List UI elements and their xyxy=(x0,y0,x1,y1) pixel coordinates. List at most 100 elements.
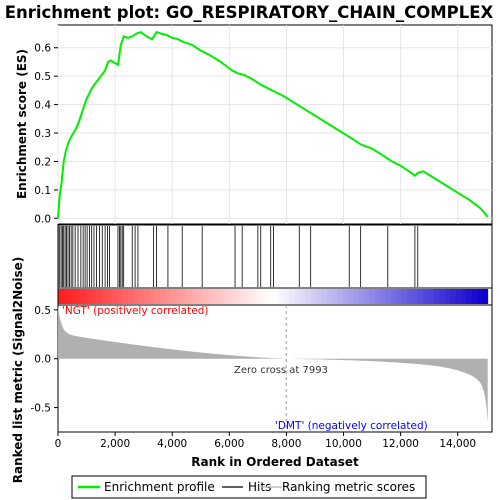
color-bar-segment xyxy=(450,289,456,304)
color-bar-segment xyxy=(251,289,257,304)
color-bar-segment xyxy=(289,289,295,304)
color-bar-segment xyxy=(477,289,483,304)
x-tick-label: 10,000 xyxy=(325,438,362,450)
x-axis-ticks: 0 2,000 4,000 6,000 8,000 10,000 12,000 14,000 xyxy=(55,432,476,450)
color-bar-segment xyxy=(85,289,91,304)
color-bar-segment xyxy=(294,289,300,304)
es-y-ticks: 0.0 0.1 0.2 0.3 0.4 0.5 0.6 xyxy=(34,43,58,226)
color-bar-segment xyxy=(225,289,231,304)
color-bar-segment xyxy=(117,289,123,304)
color-bar-segment xyxy=(482,289,488,304)
color-bar-segment xyxy=(439,289,445,304)
color-bar-segment xyxy=(63,289,69,304)
color-bar-segment xyxy=(375,289,381,304)
color-bar-segment xyxy=(278,289,284,304)
color-bar-segment xyxy=(219,289,225,304)
color-bar-segment xyxy=(112,289,118,304)
legend-es-label: Enrichment profile xyxy=(104,480,215,494)
color-bar-segment xyxy=(176,289,182,304)
color-bar-segment xyxy=(133,289,139,304)
x-tick-label: 12,000 xyxy=(382,438,419,450)
es-panel-frame xyxy=(58,25,492,224)
color-bar-segment xyxy=(332,289,338,304)
es-y-tick-label: 0.5 xyxy=(34,71,51,83)
color-bar-segment xyxy=(455,289,461,304)
color-bar-segment xyxy=(187,289,193,304)
color-bar-segment xyxy=(391,289,397,304)
es-y-tick-label: 0.3 xyxy=(34,128,51,140)
color-bar-segment xyxy=(58,289,64,304)
x-tick-label: 8,000 xyxy=(271,438,301,450)
es-y-axis-label: Enrichment score (ES) xyxy=(15,49,29,199)
color-bar-segment xyxy=(316,289,322,304)
es-y-tick-label: 0.0 xyxy=(34,213,51,225)
color-bar-segment xyxy=(182,289,188,304)
color-bar-segment xyxy=(380,289,386,304)
rank-color-bar xyxy=(58,289,488,304)
color-bar-segment xyxy=(96,289,102,304)
es-y-tick-label: 0.2 xyxy=(34,156,51,168)
color-bar-segment xyxy=(407,289,413,304)
es-y-tick-label: 0.6 xyxy=(34,43,51,55)
color-bar-segment xyxy=(284,289,290,304)
color-bar-segment xyxy=(79,289,85,304)
color-bar-segment xyxy=(364,289,370,304)
color-bar-segment xyxy=(203,289,209,304)
color-bar-segment xyxy=(267,289,273,304)
color-bar-segment xyxy=(413,289,419,304)
color-bar-segment xyxy=(461,289,467,304)
color-bar-segment xyxy=(327,289,333,304)
color-bar-segment xyxy=(257,289,263,304)
color-bar-segment xyxy=(246,289,252,304)
x-tick-label: 4,000 xyxy=(157,438,187,450)
metric-y-axis-label: Ranked list metric (Signal2Noise) xyxy=(11,257,25,484)
color-bar-segment xyxy=(144,289,150,304)
color-bar-segment xyxy=(353,289,359,304)
color-bar-segment xyxy=(418,289,424,304)
color-bar-segment xyxy=(337,289,343,304)
metric-y-tick-label: -0.5 xyxy=(31,403,52,415)
color-bar-segment xyxy=(241,289,247,304)
color-bar-segment xyxy=(171,289,177,304)
color-bar-segment xyxy=(214,289,220,304)
color-bar-segment xyxy=(69,289,75,304)
hits-panel-frame xyxy=(58,225,492,288)
color-bar-segment xyxy=(472,289,478,304)
color-bar-segment xyxy=(208,289,214,304)
color-bar-segment xyxy=(273,289,279,304)
x-axis-label: Rank in Ordered Dataset xyxy=(191,455,359,469)
es-y-tick-label: 0.4 xyxy=(34,100,51,112)
color-bar-segment xyxy=(155,289,161,304)
color-bar-segment xyxy=(310,289,316,304)
color-bar-segment xyxy=(305,289,311,304)
chart-title: Enrichment plot: GO_RESPIRATORY_CHAIN_CO… xyxy=(5,3,494,22)
metric-y-tick-label: 0.5 xyxy=(34,305,51,317)
color-bar-segment xyxy=(445,289,451,304)
color-bar-segment xyxy=(348,289,354,304)
color-bar-segment xyxy=(90,289,96,304)
x-tick-label: 6,000 xyxy=(214,438,244,450)
color-bar-segment xyxy=(149,289,155,304)
color-bar-segment xyxy=(466,289,472,304)
color-bar-segment xyxy=(235,289,241,304)
color-bar-segment xyxy=(343,289,349,304)
zero-cross-label: Zero cross at 7993 xyxy=(234,365,328,376)
color-bar-segment xyxy=(101,289,107,304)
color-bar-segment xyxy=(230,289,236,304)
color-bar-segment xyxy=(122,289,128,304)
metric-y-tick-label: 0.0 xyxy=(34,354,51,366)
color-bar-segment xyxy=(74,289,80,304)
color-bar-segment xyxy=(402,289,408,304)
color-bar-segment xyxy=(139,289,145,304)
color-bar-segment xyxy=(434,289,440,304)
metric-y-ticks: 0.5 0.0 -0.5 xyxy=(31,305,59,415)
negative-correlation-label: 'DMT' (negatively correlated) xyxy=(275,420,428,432)
x-tick-label: 0 xyxy=(55,438,62,450)
positive-correlation-label: 'NGT' (positively correlated) xyxy=(62,305,208,317)
legend-metric-label: Ranking metric scores xyxy=(282,480,415,494)
color-bar-segment xyxy=(423,289,429,304)
color-bar-segment xyxy=(300,289,306,304)
color-bar-segment xyxy=(198,289,204,304)
color-bar-segment xyxy=(165,289,171,304)
